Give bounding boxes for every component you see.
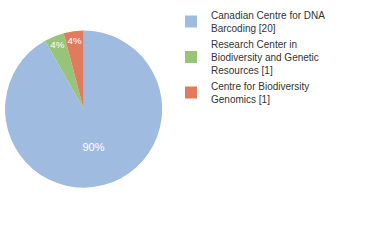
svg-text:4%: 4% [68, 35, 82, 46]
svg-text:Research Center inBiodiversity: Research Center inBiodiversity and Genet… [211, 39, 319, 76]
svg-text:Canadian Centre for DNABarcodi: Canadian Centre for DNABarcoding [20] [211, 10, 325, 34]
svg-text:Centre for BiodiversityGenomic: Centre for BiodiversityGenomics [1] [211, 81, 309, 105]
svg-text:90%: 90% [82, 141, 104, 153]
svg-text:4%: 4% [50, 39, 64, 50]
